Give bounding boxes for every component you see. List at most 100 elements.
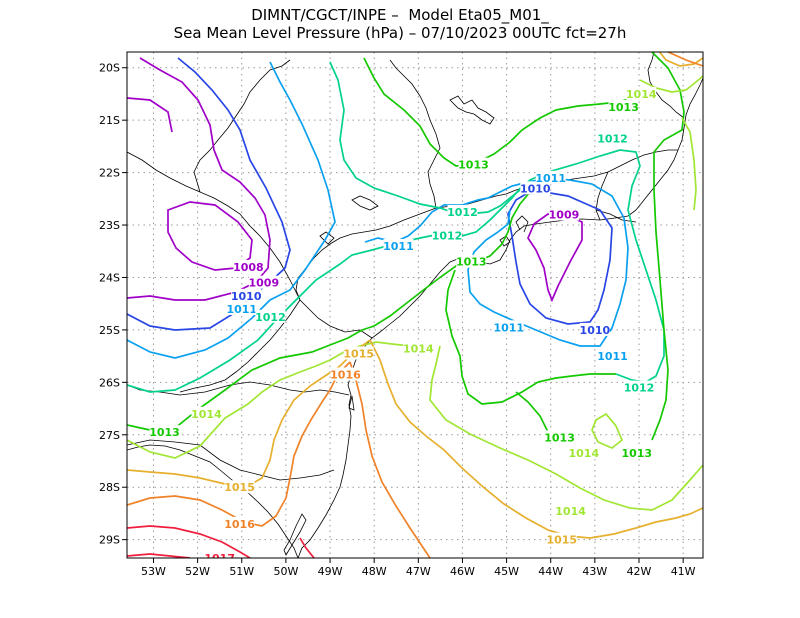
- lat-tick-label: 24S: [99, 271, 120, 284]
- isobar-label-background: [493, 320, 524, 334]
- lon-tick-label: 46W: [450, 565, 475, 578]
- isobar-label: 1010: [231, 290, 262, 303]
- isobar-label-background: [608, 100, 639, 114]
- isobar-label: 1013: [149, 426, 180, 439]
- isobar-label-background: [546, 532, 577, 546]
- isobar-1010: [507, 191, 613, 325]
- isobar-label-background: [621, 446, 652, 460]
- isobar-label-background: [204, 551, 235, 558]
- lon-tick-label: 44W: [538, 565, 563, 578]
- lon-tick-label: 53W: [141, 565, 166, 578]
- isobar-label: 1013: [608, 101, 639, 114]
- isobar-1014: [591, 412, 624, 449]
- isobar-label: 1012: [447, 206, 478, 219]
- lat-tick-label: 23S: [99, 219, 120, 232]
- isobar-label: 1015: [343, 348, 374, 361]
- lon-tick-label: 52W: [185, 565, 210, 578]
- isobar-label-background: [191, 406, 222, 420]
- isobar-label: 1016: [224, 518, 255, 531]
- lat-tick-label: 22S: [99, 167, 120, 180]
- state-border: [127, 151, 201, 193]
- state-border: [595, 171, 609, 221]
- isobar-label-background: [432, 228, 462, 242]
- state-border: [127, 439, 335, 481]
- isobar-label: 1014: [403, 342, 434, 355]
- isobar-label: 1014: [626, 88, 657, 101]
- isobar-1008: [167, 201, 253, 271]
- state-border: [607, 149, 678, 173]
- lat-tick-label: 29S: [99, 534, 120, 547]
- isobar-label-background: [548, 207, 579, 221]
- isobar-label: 1013: [544, 431, 575, 444]
- state-border: [193, 59, 291, 193]
- isobar-label-background: [224, 480, 255, 494]
- isobar-label: 1010: [580, 324, 611, 337]
- state-border: [179, 299, 301, 393]
- isobar-label-background: [231, 288, 262, 302]
- isobar-labels: 1008100910091010101010101011101110111011…: [149, 86, 657, 565]
- isobar-label: 1013: [621, 447, 652, 460]
- isobar-1009: [127, 57, 271, 301]
- isobar-1016: [667, 52, 703, 67]
- isobar-label: 1013: [456, 256, 487, 269]
- isobar-label: 1015: [546, 534, 577, 547]
- isobar-1014: [639, 75, 703, 93]
- isobar-label-background: [458, 157, 489, 171]
- lat-tick-label: 20S: [99, 62, 120, 75]
- isobar-1015: [369, 339, 703, 539]
- isobar-label-background: [330, 367, 361, 381]
- isobar-1015: [127, 339, 371, 487]
- isobar-label-background: [456, 254, 487, 268]
- isobar-label-background: [383, 239, 414, 253]
- isobar-label-background: [233, 259, 264, 273]
- isobar-1009: [127, 97, 173, 133]
- state-border: [299, 299, 373, 339]
- isobar-1013: [651, 52, 685, 441]
- isobar-label: 1011: [493, 321, 524, 334]
- isobar-label: 1013: [458, 159, 489, 172]
- isobar-label-background: [597, 131, 628, 145]
- isobar-1015: [658, 52, 703, 67]
- isobar-1017: [299, 537, 315, 558]
- title-line-1: DIMNT/CGCT/INPE – Model Eta05_M01_: [251, 6, 549, 24]
- isobar-label: 1008: [233, 261, 264, 274]
- isobar-1014: [127, 341, 420, 459]
- isobar-1013: [127, 191, 531, 431]
- coastline-and-borders: [127, 52, 703, 558]
- isobar-label-background: [626, 86, 657, 100]
- isobar-label: 1017: [204, 552, 235, 565]
- isobar-1012: [127, 185, 523, 393]
- isobar-label-background: [403, 341, 434, 355]
- isobar-1010: [127, 57, 291, 331]
- lon-tick-label: 41W: [671, 565, 696, 578]
- isobar-label: 1014: [555, 505, 586, 518]
- isobar-label-background: [555, 503, 586, 517]
- florianopolis-island: [348, 395, 355, 411]
- isobar-label: 1011: [597, 350, 628, 363]
- reservoir: [319, 231, 335, 245]
- isobar-1017: [127, 553, 191, 558]
- isobar-1016: [127, 361, 351, 527]
- isobar-label: 1014: [569, 447, 600, 460]
- state-border: [127, 381, 350, 396]
- isobar-label-background: [149, 425, 180, 439]
- isobar-label: 1011: [383, 240, 414, 253]
- lagoa-dos-patos: [283, 513, 307, 556]
- lat-tick-label: 26S: [99, 376, 120, 389]
- isobar-label-background: [343, 346, 374, 360]
- reservoir: [351, 195, 379, 211]
- isobar-label-background: [447, 204, 478, 218]
- isobar-label-background: [520, 181, 551, 195]
- isobar-1013: [445, 269, 616, 405]
- isobar-label: 1015: [224, 481, 255, 494]
- isobar-label-background: [624, 380, 654, 394]
- isobar-label: 1011: [226, 303, 257, 316]
- isobar-label-background: [226, 301, 257, 315]
- isobar-label-background: [579, 322, 610, 336]
- lon-tick-label: 45W: [494, 565, 519, 578]
- isobar-label: 1012: [624, 382, 655, 395]
- isobar-1014: [681, 117, 697, 211]
- lat-tick-label: 27S: [99, 429, 120, 442]
- isobar-label-background: [255, 309, 286, 323]
